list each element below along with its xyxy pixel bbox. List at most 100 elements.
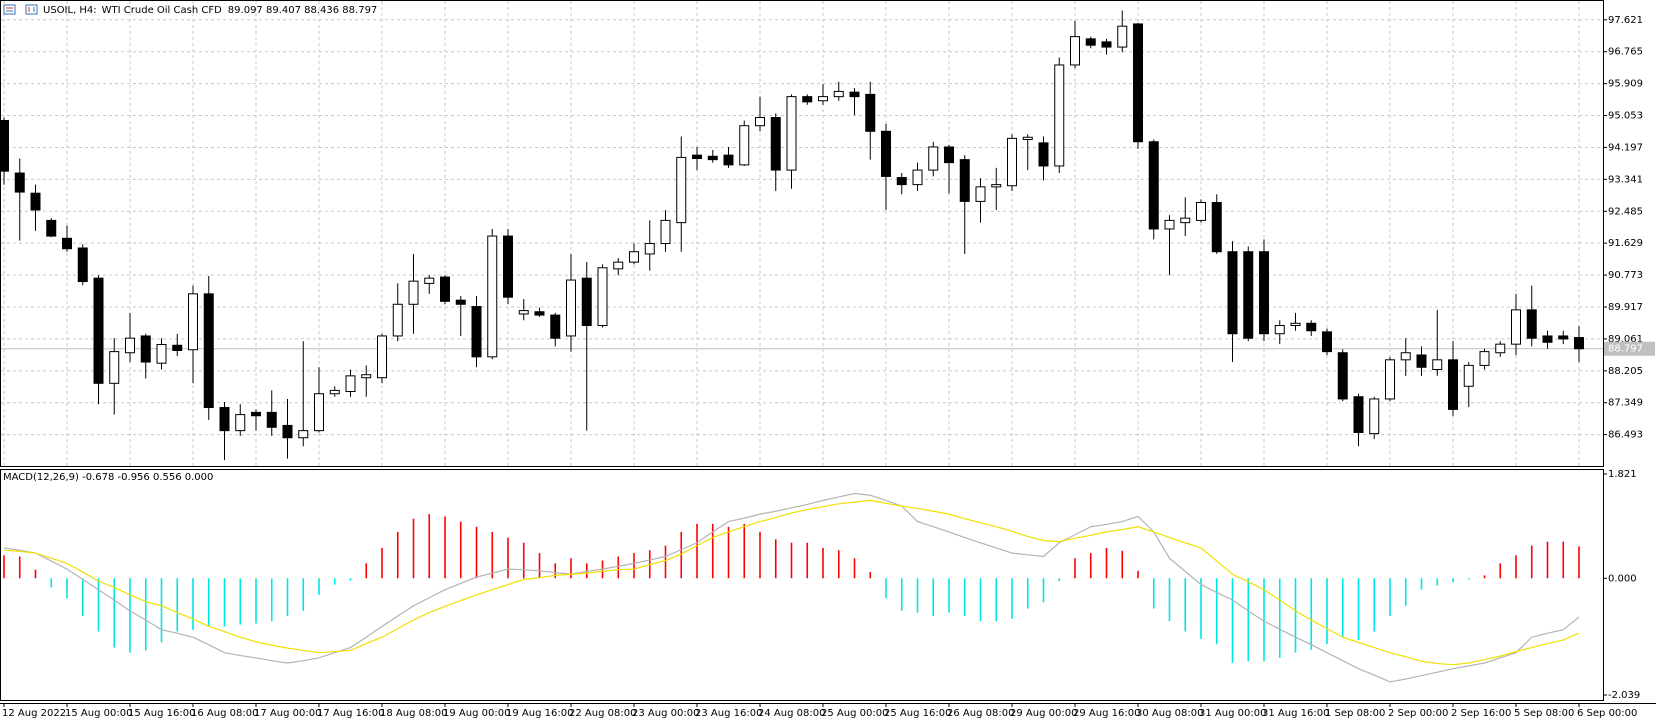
- candle-body: [975, 186, 986, 202]
- candle-body: [629, 251, 639, 263]
- y-tick-label: 0.000: [1608, 573, 1637, 584]
- candle-body: [1574, 337, 1584, 350]
- candle-body: [1322, 331, 1332, 353]
- candle-body: [1526, 309, 1537, 339]
- candle-body: [1511, 309, 1521, 345]
- candle-body: [471, 306, 482, 358]
- x-tick-label: 24 Aug 08:00: [758, 708, 825, 719]
- x-tick-label: 16 Aug 08:00: [191, 708, 258, 719]
- x-tick-label: 15 Aug 16:00: [128, 708, 195, 719]
- candle-body: [219, 407, 230, 432]
- candle-body: [1400, 352, 1411, 361]
- y-tick-label: 97.621: [1608, 15, 1643, 26]
- candle-body: [1085, 38, 1096, 46]
- candle-body: [928, 146, 939, 171]
- candle-body: [345, 375, 356, 393]
- grid: [1, 1, 1603, 466]
- y-tick-label: 96.765: [1608, 47, 1643, 58]
- candle-body: [597, 267, 608, 327]
- x-tick-label: 2 Sep 00:00: [1388, 708, 1448, 719]
- candle-body: [849, 91, 860, 98]
- candle-body: [1542, 335, 1553, 343]
- description: WTI Crude Oil Cash CFD: [102, 5, 222, 16]
- candle-body: [329, 389, 340, 395]
- x-tick-label: 29 Aug 16:00: [1073, 708, 1140, 719]
- candle-body: [1448, 359, 1458, 410]
- x-tick-label: 23 Aug 16:00: [695, 708, 762, 719]
- candle-body: [14, 172, 25, 193]
- x-tick-label: 25 Aug 00:00: [821, 708, 888, 719]
- candle-body: [1353, 396, 1364, 434]
- y-tick-label: -2.039: [1608, 690, 1640, 701]
- x-tick-label: 25 Aug 16:00: [884, 708, 951, 719]
- x-tick-label: 19 Aug 16:00: [506, 708, 573, 719]
- candle-body: [109, 351, 120, 384]
- candle-body: [1495, 343, 1506, 354]
- candle-body: [770, 117, 781, 171]
- indicator-line: [3, 492, 1580, 683]
- price-label-bg: [1604, 341, 1655, 356]
- candle-body: [392, 303, 403, 337]
- candle-body: [881, 130, 891, 177]
- candle-body: [707, 155, 718, 161]
- candle-body: [0, 119, 9, 172]
- candle-body: [1558, 335, 1569, 340]
- x-tick-label: 29 Aug 00:00: [1010, 708, 1077, 719]
- symbol: USOIL, H4:: [43, 5, 97, 16]
- candle-body: [188, 293, 198, 351]
- candle-body: [550, 314, 561, 339]
- candle-body: [660, 219, 671, 245]
- y-tick-label: 90.773: [1608, 270, 1643, 281]
- candle-body: [1479, 351, 1490, 366]
- candle-body: [251, 411, 261, 417]
- candle-body: [1022, 136, 1033, 141]
- x-tick-label: 18 Aug 08:00: [380, 708, 447, 719]
- candle-body: [786, 96, 797, 171]
- indicator-line: [3, 499, 1580, 666]
- candle-body: [1054, 64, 1065, 167]
- x-tick-label: 31 Aug 00:00: [1199, 708, 1266, 719]
- candle-body: [944, 146, 954, 164]
- candle-body: [235, 414, 246, 432]
- candle-body: [140, 335, 151, 363]
- candle-body: [62, 237, 72, 250]
- candle-body: [833, 90, 844, 98]
- y-tick-label: 93.341: [1608, 174, 1643, 185]
- candle-body: [361, 374, 372, 379]
- candle-body: [692, 154, 702, 160]
- marks: [0, 10, 1603, 683]
- ohlc: 89.097 89.407 88.436 88.797: [228, 5, 378, 16]
- candle-body: [1211, 202, 1222, 253]
- y-tick-label: 95.909: [1608, 79, 1643, 90]
- candle-body: [1385, 359, 1395, 400]
- y-tick-label: 87.349: [1608, 398, 1643, 409]
- y-tick-label: 88.205: [1608, 366, 1643, 377]
- macd-panel-frame: [0, 469, 1604, 701]
- x-tick-label: 17 Aug 16:00: [317, 708, 384, 719]
- candle-body: [93, 277, 104, 384]
- candle-body: [172, 344, 183, 351]
- x-tick-label: 1 Sep 08:00: [1325, 708, 1385, 719]
- candle-body: [1259, 251, 1269, 335]
- x-tick-label: 19 Aug 00:00: [443, 708, 510, 719]
- candle-body: [424, 277, 435, 284]
- candle-body: [1007, 137, 1017, 187]
- x-tick-label: 6 Sep 00:00: [1577, 708, 1637, 719]
- y-tick-label: 1.821: [1608, 469, 1637, 480]
- candle-body: [865, 93, 876, 132]
- y-tick-label: 89.917: [1608, 302, 1643, 313]
- candle-body: [1117, 25, 1128, 48]
- candle-body: [1164, 219, 1175, 230]
- x-tick-label: 2 Sep 16:00: [1451, 708, 1511, 719]
- candle-body: [282, 424, 293, 439]
- candle-body: [1290, 322, 1301, 327]
- x-tick-label: 12 Aug 2022: [2, 708, 66, 719]
- candle-body: [30, 192, 41, 211]
- candle-body: [1337, 352, 1348, 400]
- candle-body: [959, 159, 970, 202]
- candle-body: [723, 154, 734, 166]
- y-tick-label: 95.053: [1608, 111, 1643, 122]
